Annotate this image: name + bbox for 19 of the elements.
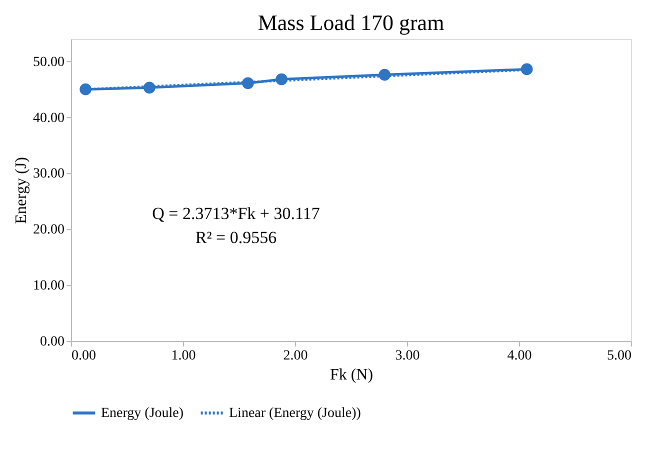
x-tick-label: 2.00: [283, 348, 308, 364]
y-tick-label: 10.00: [33, 278, 64, 294]
y-axis-title: Energy (J): [13, 157, 30, 224]
y-tick-label: 40.00: [33, 110, 64, 126]
annotation: Q = 2.3713*Fk + 30.117: [152, 204, 320, 223]
x-tick-label: 0.00: [72, 348, 96, 364]
x-tick-label: 1.00: [171, 348, 196, 364]
legend-label: Energy (Joule): [101, 406, 184, 421]
chart-title: Mass Load 170 gram: [258, 10, 444, 35]
x-tick-label: 4.00: [507, 348, 532, 364]
x-axis-title: Fk (N): [330, 366, 374, 384]
x-tick-label: 3.00: [395, 348, 420, 364]
y-tick-label: 50.00: [33, 54, 64, 70]
y-tick-label: 20.00: [33, 222, 64, 238]
x-tick-label: 5.00: [607, 348, 632, 364]
annotation: R² = 0.9556: [195, 228, 277, 247]
legend-label: Linear (Energy (Joule)): [229, 406, 362, 421]
y-tick-label: 0.00: [40, 334, 64, 350]
y-tick-label: 30.00: [33, 166, 64, 182]
